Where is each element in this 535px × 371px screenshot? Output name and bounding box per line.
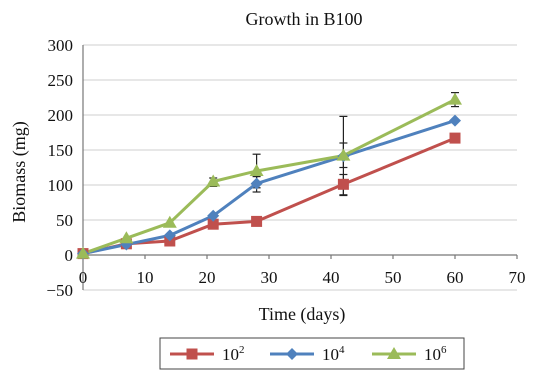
legend: 102 104 106 [159, 337, 465, 370]
y-tick-label: 50 [56, 211, 73, 230]
y-tick-label: 0 [65, 246, 74, 265]
marker-triangle [76, 246, 90, 259]
series-lines [82, 98, 456, 256]
legend-label: 106 [424, 344, 447, 364]
marker-diamond [286, 348, 298, 360]
marker-square [337, 178, 349, 190]
x-tick-label: 60 [447, 268, 464, 287]
marker-triangle [162, 215, 177, 228]
marker-square [251, 215, 263, 227]
marker-diamond [250, 177, 263, 190]
series-line-102 [82, 136, 456, 256]
marker-diamond [449, 114, 461, 127]
gridlines [83, 44, 517, 291]
marker-triangle [448, 92, 462, 105]
x-tick-label: 50 [385, 268, 402, 287]
x-tick-labels: 0 10 20 30 40 50 60 70 [79, 268, 526, 287]
marker-triangle [249, 164, 264, 176]
series-markers [76, 92, 462, 260]
y-tick-labels: −50 0 50 100 150 200 250 300 [46, 36, 73, 300]
marker-square [186, 348, 198, 360]
y-axis-label: Biomass (mg) [9, 121, 30, 223]
x-tick-label: 10 [137, 268, 154, 287]
series-line-106 [82, 98, 456, 256]
y-tick-label: 250 [48, 71, 74, 90]
x-tick-label: 70 [509, 268, 526, 287]
y-tick-label: 300 [48, 36, 74, 55]
marker-triangle [336, 148, 351, 161]
y-tick-label: 200 [48, 106, 74, 125]
axes [82, 45, 518, 290]
x-tick-label: 0 [79, 268, 88, 287]
error-bars [209, 91, 459, 197]
x-tick-label: 30 [261, 268, 278, 287]
legend-label: 102 [222, 344, 245, 364]
x-tick-label: 40 [323, 268, 340, 287]
y-tick-label: 150 [48, 141, 74, 160]
marker-diamond [207, 209, 220, 222]
marker-triangle [387, 347, 401, 359]
chart-title: Growth in B100 [246, 9, 363, 29]
x-tick-label: 20 [199, 268, 216, 287]
y-tick-label: 100 [48, 176, 74, 195]
marker-diamond [163, 229, 176, 242]
x-axis-label: Time (days) [259, 304, 346, 325]
legend-label: 104 [322, 344, 345, 364]
marker-triangle [206, 174, 221, 187]
y-tick-label: −50 [46, 281, 73, 300]
marker-square [449, 132, 461, 144]
marker-square [207, 218, 219, 230]
marker-triangle [119, 231, 134, 244]
